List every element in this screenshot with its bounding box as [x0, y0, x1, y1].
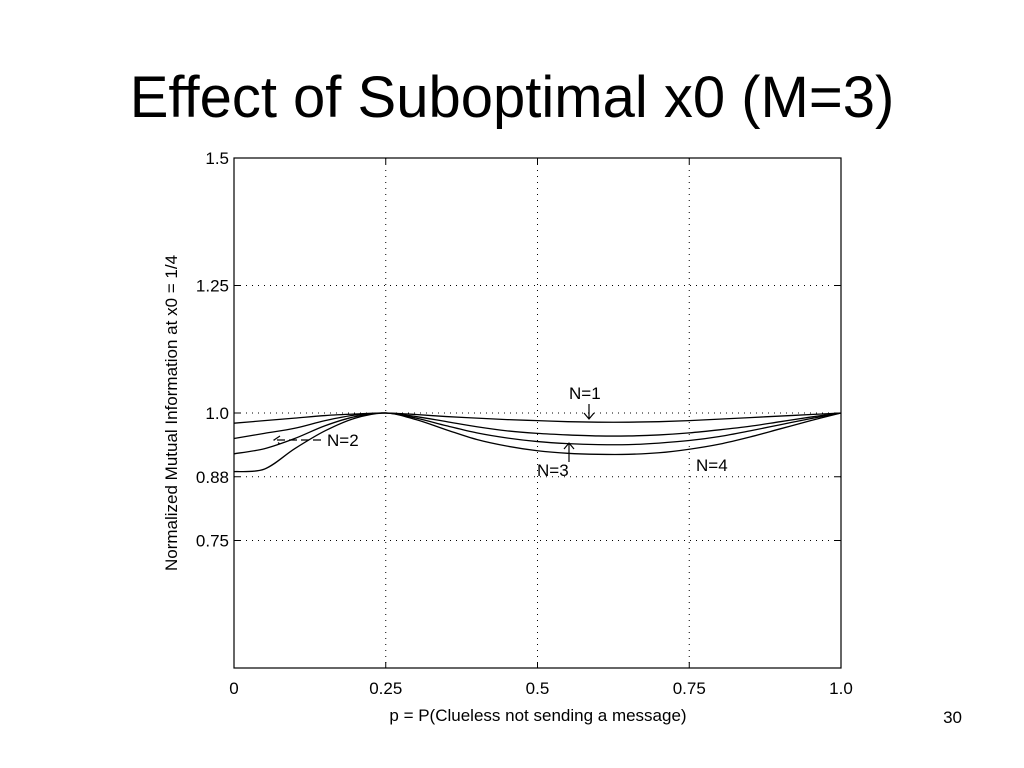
series-lines [233, 412, 842, 473]
annotation-n3-label: N=3 [537, 461, 569, 480]
y-axis-label: Normalized Mutual Information at x0 = 1/… [162, 255, 181, 571]
x-tick-label: 0.75 [673, 679, 706, 698]
series-line-n1 [233, 412, 842, 424]
annotation-n3-arrow [563, 442, 575, 462]
y-tick-label: 0.88 [196, 468, 229, 487]
plot-frame [233, 157, 842, 669]
x-tick-label: 0.5 [526, 679, 550, 698]
y-tick-label: 1.5 [205, 149, 229, 168]
y-tick-label: 0.75 [196, 532, 229, 551]
annotation-n4-label: N=4 [696, 456, 728, 475]
x-tick-label: 1.0 [829, 679, 853, 698]
y-tick-label: 1.0 [205, 404, 229, 423]
x-tick-label: 0.25 [369, 679, 402, 698]
series-line-n3 [233, 412, 842, 455]
annotation-n2-arrow [272, 435, 321, 445]
annotations: N=1 N=2 N=3 N=4 [272, 384, 728, 480]
annotation-n1-label: N=1 [569, 384, 601, 403]
x-tick-label: 0 [229, 679, 238, 698]
series-line-n4 [233, 412, 842, 473]
page-number: 30 [943, 708, 962, 727]
axis-ticks: 0 0.25 0.5 0.75 1.0 0.75 0.88 1.0 1.25 1.5 [196, 149, 853, 698]
slide-title: Effect of Suboptimal x0 (M=3) [129, 65, 895, 130]
series-line-n2 [233, 412, 842, 440]
grid-lines [234, 158, 841, 668]
y-tick-label: 1.25 [196, 277, 229, 296]
annotation-n2-label: N=2 [327, 431, 359, 450]
annotation-n1-arrow [583, 404, 595, 420]
x-axis-label: p = P(Clueless not sending a message) [389, 706, 686, 725]
